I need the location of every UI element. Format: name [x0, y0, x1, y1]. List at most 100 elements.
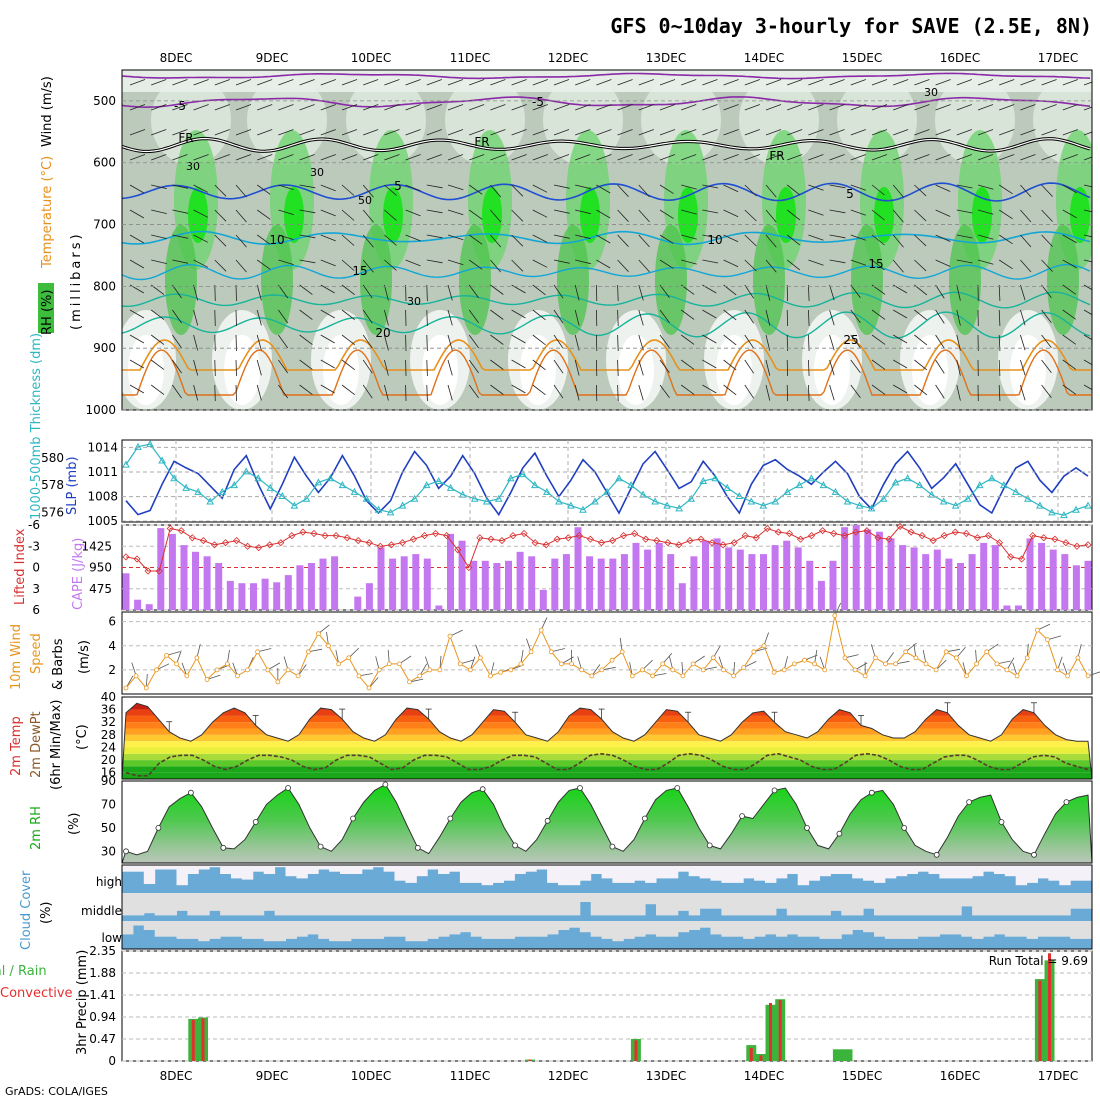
wind-barb: [511, 79, 527, 86]
wind-barb: [977, 259, 994, 265]
cloud-cell: [765, 893, 777, 916]
wind-barb: [850, 359, 861, 374]
rh2m-point: [220, 844, 227, 851]
wind-barb: [193, 209, 208, 218]
wind10m-point: [518, 661, 524, 667]
wind-barb: [320, 359, 335, 369]
cloud-cell: [928, 865, 940, 874]
wind10m-point: [984, 649, 990, 655]
wind-barb: [808, 79, 824, 86]
wind-barb: [129, 209, 145, 219]
rh2m-point: [350, 815, 356, 822]
wind-barb: [1083, 359, 1092, 366]
thickness-point: [903, 474, 912, 482]
wind-barb: [151, 79, 167, 86]
cape-bar: [794, 547, 802, 610]
rh2m-point: [317, 843, 324, 850]
wind-barb: [723, 259, 739, 268]
li-point: [420, 532, 429, 540]
cape-bar: [1084, 560, 1092, 610]
thickness-point: [326, 474, 335, 482]
wind-barb: [553, 284, 564, 299]
wind-barb: [362, 334, 373, 349]
cloud-cell: [884, 893, 897, 916]
wind-barb: [787, 79, 803, 86]
cloud-cell: [884, 865, 897, 879]
wind-barb: [490, 384, 504, 395]
wind10m-point: [498, 669, 504, 675]
cloud-cell: [1026, 921, 1038, 939]
bottom-date-label: 8DEC: [160, 1069, 193, 1083]
wind-barb: [977, 154, 994, 161]
rh-legend-swatch: [38, 283, 54, 333]
wind-barb: [532, 259, 548, 268]
wind-barb: [723, 209, 739, 218]
wind-barb: [575, 259, 591, 265]
wind10m-point: [802, 657, 807, 663]
wind-barb: [765, 384, 771, 401]
wind-barb: [405, 154, 421, 161]
wind-barb: [172, 154, 188, 161]
wind-barb: [638, 384, 644, 401]
wind10m-point: [457, 661, 463, 667]
bottom-date-labels: 8DEC 9DEC 10DEC 11DEC 12DEC 13DEC 14DEC 15DEC 16…: [160, 1069, 1079, 1083]
cloud-cell: [122, 921, 134, 935]
wind-barb: [511, 309, 526, 319]
wind-barb: [596, 234, 611, 244]
cloud-cell: [917, 893, 929, 916]
top-date-label: 16DEC: [940, 51, 980, 65]
wind-barb: [532, 154, 548, 161]
wind10m-axis-label-2: Speed: [29, 633, 44, 674]
cape-bar: [1049, 549, 1057, 610]
wind-barb: [214, 104, 230, 111]
li-point: [133, 555, 141, 563]
wind-barb: [1041, 259, 1053, 272]
temp-tick-label: 20: [101, 753, 116, 767]
top-date-label: 9DEC: [256, 51, 289, 65]
cape-bar: [620, 554, 628, 610]
li-point: [719, 541, 727, 549]
precip-total-bar: [842, 1049, 853, 1061]
cloud-cell: [623, 893, 635, 916]
li-point: [498, 537, 506, 545]
wind10m-point: [761, 643, 767, 649]
wind-barb: [871, 234, 885, 246]
wind-barb: [257, 104, 273, 111]
wind-barb: [193, 384, 199, 401]
bottom-date-label: 17DEC: [1038, 1069, 1078, 1083]
cape-axis-label: CAPE (J/kg): [71, 538, 86, 610]
wind-barb: [871, 129, 888, 136]
cape-bar: [725, 547, 733, 610]
wind-barb: [447, 359, 453, 376]
cloud-cell: [547, 865, 559, 883]
cloud-cell: [383, 893, 395, 916]
cloud-cell: [307, 893, 319, 916]
wind-barb: [214, 384, 216, 402]
wind-barb: [151, 184, 167, 189]
wind10m-point: [1014, 673, 1020, 679]
cloud-cell: [1015, 921, 1028, 937]
rh2m-point: [641, 815, 648, 822]
cape-bar: [771, 545, 779, 610]
cloud-cell: [132, 893, 145, 916]
temp2m-axis-label-3: (6hr Min/Max): [49, 700, 64, 790]
cloud-cell: [1037, 893, 1049, 916]
cloud-cell: [972, 893, 984, 916]
thickness-point: [230, 481, 239, 489]
wind-barb: [341, 359, 355, 371]
cloud-cell: [176, 893, 188, 911]
wind-barb: [786, 209, 801, 221]
wind-barb: [1020, 104, 1036, 111]
cape-tick-label: 1425: [81, 539, 112, 553]
li-point: [365, 539, 373, 547]
wind-barb: [659, 234, 674, 244]
thickness-point: [1060, 511, 1068, 519]
wind-barb: [469, 79, 485, 86]
rh2m-point: [1031, 851, 1037, 858]
wind-barb: [214, 234, 227, 247]
li-point: [675, 541, 683, 549]
precip-conv-bar: [634, 1040, 638, 1061]
wind10m-point: [670, 667, 676, 673]
pressure-tick-label: 600: [93, 156, 116, 170]
thickness-point: [242, 467, 251, 475]
